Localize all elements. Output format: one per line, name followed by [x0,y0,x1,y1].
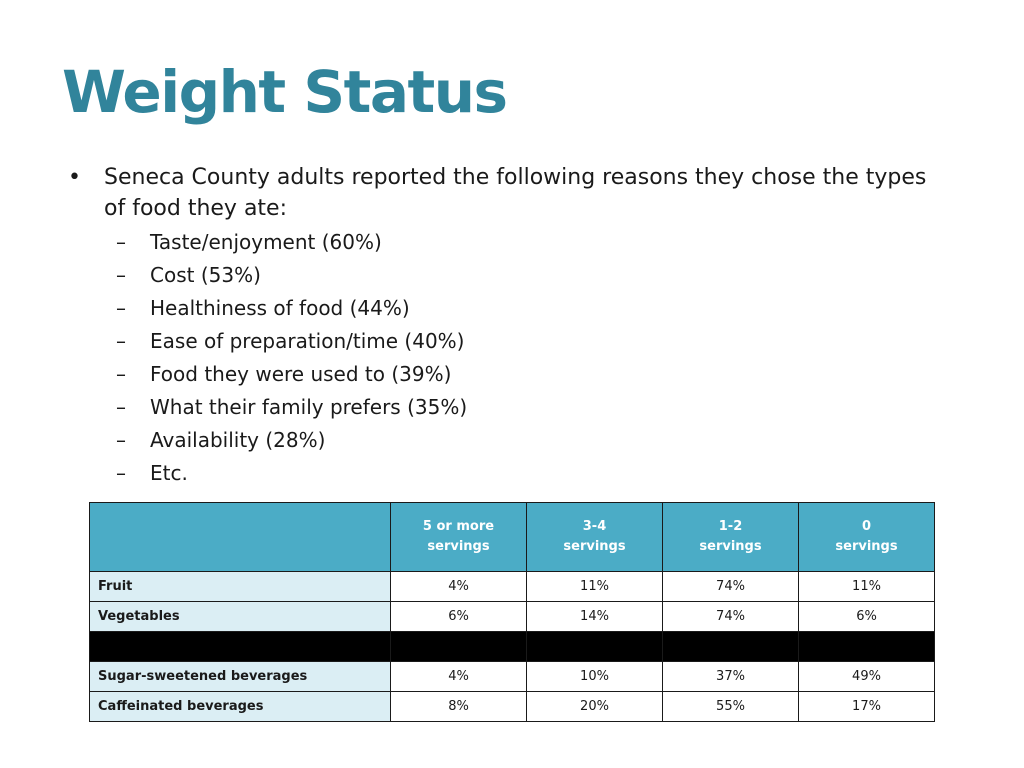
table-cell [390,631,527,662]
row-label: Caffeinated beverages [89,691,391,722]
table-cell: 11% [798,571,935,602]
dash-icon: – [116,428,126,452]
table-cell [662,631,799,662]
table-cell: 6% [798,601,935,632]
table-cell [526,631,663,662]
table-cell: 20% [526,691,663,722]
column-header-line: servings [699,539,762,554]
bullet-dot-icon: • [68,165,81,190]
dash-icon: – [116,296,126,320]
dash-icon: – [116,230,126,254]
column-header-line: 5 or more [422,519,495,534]
page-title: Weight Status [62,58,508,126]
row-label: Sugar-sweetened beverages [89,661,391,692]
row-label: Vegetables [89,601,391,632]
table-row: Sugar-sweetened beverages 4% 10% 37% 49% [89,661,935,692]
column-header-line: servings [835,539,898,554]
table-cell: 55% [662,691,799,722]
table-cell: 6% [390,601,527,632]
column-header-line: servings [563,539,626,554]
reason-text: Etc. [150,461,188,485]
main-bullet-text: Seneca County adults reported the follow… [104,165,927,221]
main-bullet: • Seneca County adults reported the foll… [64,162,954,224]
reason-text: Healthiness of food (44%) [150,296,410,320]
dash-icon: – [116,395,126,419]
reason-item: – What their family prefers (35%) [64,391,954,424]
table-cell: 8% [390,691,527,722]
column-header-line: 3-4 [582,519,607,534]
reason-item: – Taste/enjoyment (60%) [64,226,954,259]
table-cell: 4% [390,661,527,692]
table-cell: 49% [798,661,935,692]
table-row: Caffeinated beverages 8% 20% 55% 17% [89,691,935,722]
reasons-list: – Taste/enjoyment (60%) – Cost (53%) – Heal… [64,226,954,490]
table-header-row: 5 or more servings 3-4 servings 1-2 serving… [89,502,935,572]
dash-icon: – [116,362,126,386]
table-cell: 10% [526,661,663,692]
reason-text: Taste/enjoyment (60%) [150,230,382,254]
reason-text: Ease of preparation/time (40%) [150,329,465,353]
column-header: 1-2 servings [662,502,799,572]
reason-text: What their family prefers (35%) [150,395,468,419]
column-header-line: 0 [861,519,872,534]
dash-icon: – [116,263,126,287]
reason-item: – Etc. [64,457,954,490]
column-header: 3-4 servings [526,502,663,572]
reason-item: – Ease of preparation/time (40%) [64,325,954,358]
reason-item: – Healthiness of food (44%) [64,292,954,325]
reason-item: – Availability (28%) [64,424,954,457]
column-header: 5 or more servings [390,502,527,572]
table-row-blank [89,631,935,662]
servings-table: 5 or more servings 3-4 servings 1-2 serving… [89,502,935,722]
dash-icon: – [116,329,126,353]
table-row: Fruit 4% 11% 74% 11% [89,571,935,602]
table-cell: 74% [662,601,799,632]
table-cell: 14% [526,601,663,632]
reason-text: Cost (53%) [150,263,261,287]
reason-text: Food they were used to (39%) [150,362,452,386]
table-cell: 74% [662,571,799,602]
reason-item: – Food they were used to (39%) [64,358,954,391]
table-cell: 17% [798,691,935,722]
reason-item: – Cost (53%) [64,259,954,292]
reason-text: Availability (28%) [150,428,326,452]
table-cell: 4% [390,571,527,602]
content-area: • Seneca County adults reported the foll… [64,162,954,490]
table-cell [798,631,935,662]
table-cell: 37% [662,661,799,692]
table-cell [89,631,391,662]
row-label: Fruit [89,571,391,602]
table-corner-cell [89,502,391,572]
table-row: Vegetables 6% 14% 74% 6% [89,601,935,632]
dash-icon: – [116,461,126,485]
column-header-line: servings [427,539,490,554]
table-cell: 11% [526,571,663,602]
column-header-line: 1-2 [718,519,743,534]
column-header: 0 servings [798,502,935,572]
